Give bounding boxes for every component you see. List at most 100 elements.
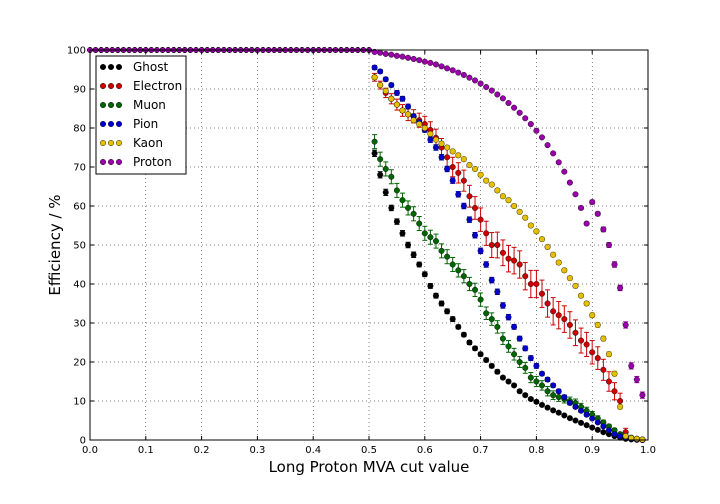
point-ghost (438, 300, 445, 307)
legend-label-proton: Proton (133, 155, 172, 169)
point-kaon (438, 140, 445, 147)
point-kaon (382, 87, 389, 94)
point-kaon (605, 351, 612, 358)
point-ghost (444, 308, 451, 315)
point-kaon (550, 251, 557, 258)
point-ghost (499, 374, 506, 381)
point-pion (572, 403, 579, 410)
legend-label-kaon: Kaon (133, 136, 163, 150)
point-pion (499, 302, 506, 309)
x-tick-label: 0.6 (417, 445, 433, 456)
point-pion (388, 82, 395, 89)
point-muon (477, 296, 484, 303)
point-kaon (572, 282, 579, 289)
point-ghost (455, 323, 462, 330)
point-ghost (405, 241, 412, 248)
y-tick-label: 80 (73, 124, 86, 135)
point-pion (511, 323, 518, 330)
point-ghost (410, 251, 417, 258)
point-muon (483, 310, 490, 317)
point-ghost (483, 357, 490, 364)
legend-marker-muon (107, 101, 114, 108)
legend: Ghost Electron Muon Pion Kaon Proton (95, 55, 187, 175)
point-kaon (522, 214, 529, 221)
point-pion (444, 165, 451, 172)
point-pion (399, 95, 406, 102)
point-electron (449, 163, 456, 170)
point-kaon (416, 121, 423, 128)
point-muon (393, 187, 400, 194)
point-proton (522, 115, 529, 122)
y-tick-label: 0 (80, 436, 86, 447)
point-muon (499, 335, 506, 342)
point-ghost (427, 282, 434, 289)
point-proton (628, 362, 635, 369)
point-pion (505, 314, 512, 321)
point-kaon (432, 136, 439, 143)
legend-marker-ghost (99, 63, 106, 70)
point-ghost (505, 378, 512, 385)
point-pion (578, 407, 585, 414)
point-ghost (550, 407, 557, 414)
point-ghost (589, 424, 596, 431)
point-electron (533, 281, 540, 288)
y-axis-label: Efficiency / % (46, 194, 64, 295)
point-kaon (511, 202, 518, 209)
y-tick-label: 60 (73, 202, 86, 213)
legend-marker-kaon (107, 139, 114, 146)
point-kaon (405, 111, 412, 118)
legend-marker-electron (99, 82, 106, 89)
point-kaon (455, 152, 462, 159)
point-pion (516, 335, 523, 342)
legend-marker-pion (107, 120, 114, 127)
point-kaon (499, 193, 506, 200)
point-proton (449, 67, 456, 74)
point-electron (578, 337, 585, 344)
legend-marker-ghost (115, 63, 122, 70)
legend-marker-pion (99, 120, 106, 127)
point-kaon (427, 130, 434, 137)
point-proton (432, 61, 439, 68)
point-electron (466, 193, 473, 200)
point-muon (444, 253, 451, 260)
point-proton (388, 51, 395, 58)
point-pion (583, 411, 590, 418)
point-pion (405, 103, 412, 110)
point-kaon (505, 197, 512, 204)
point-ghost (472, 345, 479, 352)
point-electron (583, 341, 590, 348)
point-ghost (393, 218, 400, 225)
legend-marker-pion (115, 120, 122, 127)
point-pion (589, 415, 596, 422)
point-proton (472, 77, 479, 84)
point-ghost (533, 398, 540, 405)
x-tick-label: 0.2 (194, 445, 210, 456)
point-muon (533, 378, 540, 385)
point-muon (544, 388, 551, 395)
legend-label-ghost: Ghost (133, 60, 168, 74)
point-electron (488, 241, 495, 248)
point-electron (460, 177, 467, 184)
point-pion (460, 202, 467, 209)
point-kaon (533, 228, 540, 235)
point-proton (561, 168, 568, 175)
point-ghost (460, 331, 467, 338)
point-pion (566, 399, 573, 406)
point-electron (527, 281, 534, 288)
point-electron (511, 257, 518, 264)
point-ghost (511, 382, 518, 389)
point-proton (421, 58, 428, 65)
point-muon (449, 261, 456, 268)
point-muon (399, 197, 406, 204)
point-ghost (416, 261, 423, 268)
x-tick-label: 0.7 (473, 445, 489, 456)
point-electron (494, 241, 501, 248)
legend-marker-ghost (107, 63, 114, 70)
point-kaon (600, 335, 607, 342)
point-ghost (561, 412, 568, 419)
axis-ticks: 0.0 0.1 0.2 0.3 0.4 0.5 0.6 0.7 0.8 0.9 1.0 0 10 20 30… (67, 46, 656, 457)
y-tick-label: 30 (73, 319, 86, 330)
y-tick-label: 10 (73, 397, 86, 408)
point-kaon (594, 321, 601, 328)
point-electron (550, 308, 557, 315)
